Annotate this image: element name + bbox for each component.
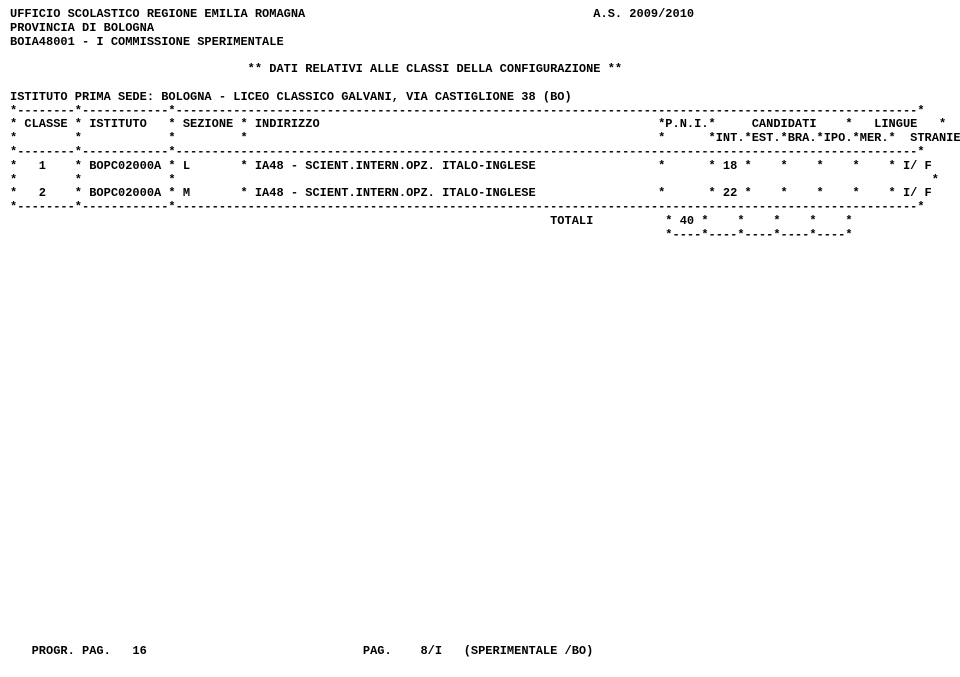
tot-sep: *----*----*----*----*----* xyxy=(10,229,950,243)
row1: * 1 * BOPC02000A * L * IA48 - SCIENT.INT… xyxy=(10,160,950,174)
hdr2: * * * * * *INT.*EST.*BRA.*IPO.*MER.* STR… xyxy=(10,132,950,146)
row2: * 2 * BOPC02000A * M * IA48 - SCIENT.INT… xyxy=(10,187,950,201)
sep-top: *--------*------------*-----------------… xyxy=(10,105,950,119)
sep-mid: *--------*------------*-----------------… xyxy=(10,146,950,160)
subtitle-line: ** DATI RELATIVI ALLE CLASSI DELLA CONFI… xyxy=(10,63,950,77)
province-line: PROVINCIA DI BOLOGNA xyxy=(10,22,950,36)
sep-bot: *--------*------------*-----------------… xyxy=(10,201,950,215)
context: (SPERIMENTALE /BO) xyxy=(464,644,594,658)
hdr1: * CLASSE * ISTITUTO * SEZIONE * INDIRIZZ… xyxy=(10,118,950,132)
totali: TOTALI * 40 * * * * * xyxy=(10,215,950,229)
blank-1 xyxy=(10,49,950,63)
institute-line: ISTITUTO PRIMA SEDE: BOLOGNA - LICEO CLA… xyxy=(10,91,950,105)
year-label: A.S. 2009/2010 xyxy=(593,7,694,21)
office: UFFICIO SCOLASTICO REGIONE EMILIA ROMAGN… xyxy=(10,7,305,21)
subtitle: ** DATI RELATIVI ALLE CLASSI DELLA CONFI… xyxy=(248,62,622,76)
footer: PROGR. PAG. 16 PAG. 8/I (SPERIMENTALE /B… xyxy=(10,645,950,659)
commission-line: BOIA48001 - I COMMISSIONE SPERIMENTALE xyxy=(10,36,950,50)
progr: PROGR. PAG. 16 xyxy=(32,644,147,658)
blank-row: * * * * xyxy=(10,174,950,188)
blank-2 xyxy=(10,77,950,91)
pag: PAG. 8/I xyxy=(363,644,442,658)
office-line: UFFICIO SCOLASTICO REGIONE EMILIA ROMAGN… xyxy=(10,8,950,22)
